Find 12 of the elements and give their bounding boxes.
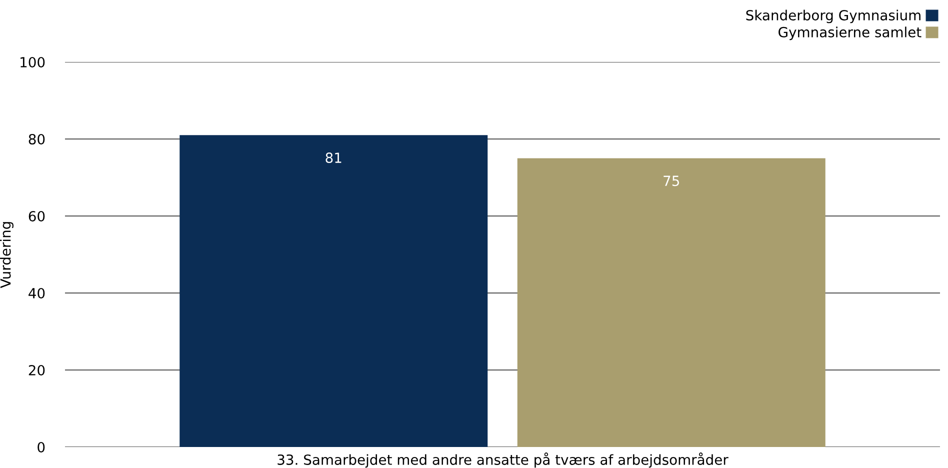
y-tick-label: 60 [28, 210, 45, 222]
y-tick-label: 80 [28, 134, 45, 144]
legend-label: Skanderborg Gymnasium [746, 10, 920, 24]
x-tick-label: 33. Samarbejdet med andre ansatte på tværs af arbejdsområder [278, 452, 728, 468]
data-label: 81 [326, 152, 342, 164]
y-tick-label: 0 [38, 442, 45, 452]
y-axis-title: Vurdering [0, 222, 14, 288]
y-tick-label: 40 [28, 288, 45, 298]
data-label: 75 [664, 176, 679, 186]
y-tick-label: 100 [20, 56, 45, 68]
legend-label: Gymnasierne samlet [778, 26, 922, 40]
y-tick-label: 20 [28, 364, 45, 376]
